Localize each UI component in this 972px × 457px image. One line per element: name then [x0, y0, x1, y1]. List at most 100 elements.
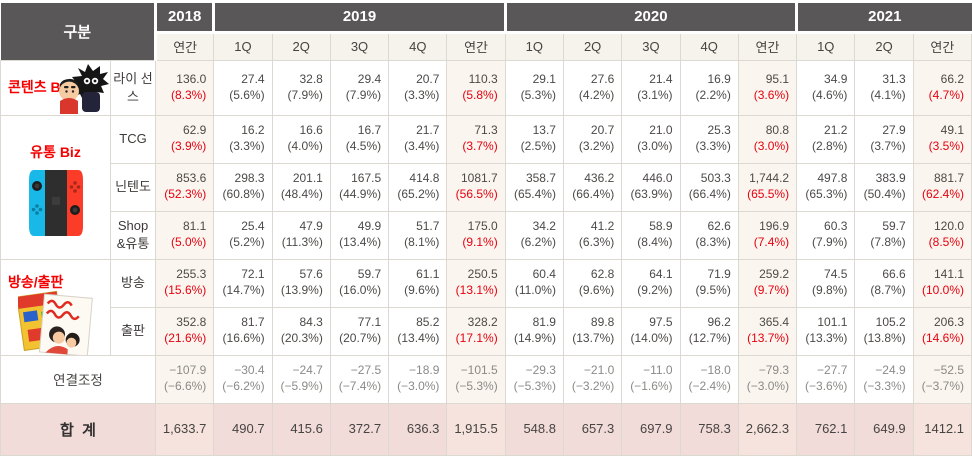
total-value-cell: 758.3: [679, 402, 739, 456]
amount: 66.6: [882, 267, 906, 282]
value-cell: 60.3 (7.9%): [796, 210, 856, 260]
value-cell: 101.1 (13.3%): [796, 306, 856, 356]
amount: 20.7: [416, 71, 440, 86]
amount: 29.1: [532, 71, 556, 86]
share-percent: (66.4%): [688, 187, 731, 201]
value-cell: 27.6 (4.2%): [562, 59, 623, 116]
value-cell: 32.8 (7.9%): [271, 59, 331, 116]
table-header: 구분 2018 2019 2020 2021 연간 1Q 2Q 3Q 4Q 연간 1Q 2Q 3Q 4Q 연간…: [0, 3, 972, 61]
adjustment-value-cell: −21.0 (−3.2%): [562, 354, 623, 404]
amount: 16.9: [707, 71, 731, 86]
amount: 328.2: [467, 315, 498, 330]
amount: 497.8: [817, 171, 848, 186]
value-cell: 60.4 (11.0%): [504, 258, 564, 308]
share-percent: (65.4%): [513, 187, 556, 201]
business-group-label: 방송/출판: [8, 273, 64, 290]
value-cell: 41.2 (6.3%): [562, 210, 623, 260]
value-cell: 72.1 (14.7%): [213, 258, 273, 308]
share-percent: (5.6%): [229, 87, 265, 102]
amount: 62.8: [590, 267, 615, 282]
business-group-label: 유통 Biz: [30, 143, 81, 160]
amount: 657.3: [581, 420, 615, 436]
amount: 1081.7: [461, 171, 498, 186]
share-percent: (8.1%): [404, 235, 440, 249]
value-cell: 853.6 (52.3%): [155, 162, 215, 212]
share-percent: (63.9%): [630, 187, 673, 201]
amount: 503.3: [700, 171, 731, 186]
share-percent: (13.1%): [455, 283, 498, 297]
period-header: 연간: [446, 31, 506, 61]
amount: 81.9: [532, 315, 556, 330]
amount: 372.7: [348, 420, 382, 436]
value-cell: 62.6 (8.3%): [679, 210, 739, 260]
period-header: 2Q: [854, 31, 914, 61]
share-percent: (8.7%): [870, 283, 906, 297]
total-value-cell: 372.7: [329, 402, 390, 456]
value-cell: 59.7 (7.8%): [854, 210, 914, 260]
amount: 60.4: [532, 267, 556, 282]
amount: 41.2: [590, 219, 615, 234]
value-cell: 16.2 (3.3%): [213, 114, 273, 164]
total-value-cell: 636.3: [388, 402, 448, 456]
share-percent: (20.7%): [339, 331, 382, 345]
segment-label: 라이 선스: [109, 59, 157, 116]
amount: 62.9: [182, 123, 207, 138]
total-value-cell: 2,662.3: [737, 402, 798, 456]
amount: 60.3: [824, 219, 848, 234]
share-percent: (9.7%): [753, 283, 790, 297]
value-cell: 16.6 (4.0%): [271, 114, 331, 164]
share-percent: (3.3%): [695, 139, 731, 153]
amount: 27.4: [241, 71, 265, 86]
amount: 49.9: [357, 219, 382, 234]
amount: −18.9: [409, 363, 440, 378]
amount: 110.3: [468, 71, 498, 86]
adjustment-value-cell: −29.3 (−5.3%): [504, 354, 564, 404]
value-cell: 141.1 (10.0%): [912, 258, 972, 308]
value-cell: 25.3 (3.3%): [679, 114, 739, 164]
value-cell: 503.3 (66.4%): [679, 162, 739, 212]
share-percent: (4.0%): [287, 139, 323, 153]
share-percent: (9.2%): [637, 283, 673, 297]
amount: 352.8: [176, 315, 207, 330]
share-percent: (4.5%): [345, 139, 382, 153]
total-value-cell: 1,633.7: [155, 402, 215, 456]
share-percent: (65.3%): [805, 187, 848, 201]
amount: 57.6: [299, 267, 323, 282]
share-percent: (−3.0%): [746, 379, 790, 393]
share-percent: (65.5%): [747, 187, 790, 201]
adjustment-value-cell: −27.7 (−3.6%): [796, 354, 856, 404]
amount: 58.9: [649, 219, 673, 234]
value-cell: 66.6 (8.7%): [854, 258, 914, 308]
total-value-cell: 1412.1: [912, 402, 972, 456]
value-cell: 365.4 (13.7%): [737, 306, 798, 356]
share-percent: (3.2%): [578, 139, 615, 153]
value-cell: 81.7 (16.6%): [213, 306, 273, 356]
amount: 71.3: [474, 123, 498, 138]
share-percent: (56.5%): [455, 187, 498, 201]
share-percent: (16.0%): [339, 283, 382, 297]
share-percent: (48.4%): [280, 187, 323, 201]
amount: 697.9: [640, 420, 673, 436]
amount: 196.9: [759, 219, 790, 234]
amount: 47.9: [299, 219, 323, 234]
amount: 414.8: [409, 171, 440, 186]
value-cell: 436.2 (66.4%): [562, 162, 623, 212]
year-header: 2019: [212, 3, 506, 34]
value-cell: 21.2 (2.8%): [796, 114, 856, 164]
amount: 16.6: [299, 123, 323, 138]
share-percent: (11.3%): [281, 235, 323, 249]
value-cell: 34.2 (6.2%): [504, 210, 564, 260]
nintendo-joycon-image: [28, 169, 83, 236]
share-percent: (5.2%): [229, 235, 265, 249]
amount: 27.6: [590, 71, 615, 86]
value-cell: 446.0 (63.9%): [621, 162, 681, 212]
amount: 51.7: [416, 219, 440, 234]
value-cell: 21.0 (3.0%): [621, 114, 681, 164]
share-percent: (5.8%): [462, 87, 498, 102]
share-percent: (4.1%): [870, 87, 906, 102]
adjustment-value-cell: −18.9 (−3.0%): [388, 354, 448, 404]
value-cell: 57.6 (13.9%): [271, 258, 331, 308]
value-cell: 81.9 (14.9%): [504, 306, 564, 356]
amount: 72.1: [241, 267, 265, 282]
amount: 81.7: [241, 315, 265, 330]
